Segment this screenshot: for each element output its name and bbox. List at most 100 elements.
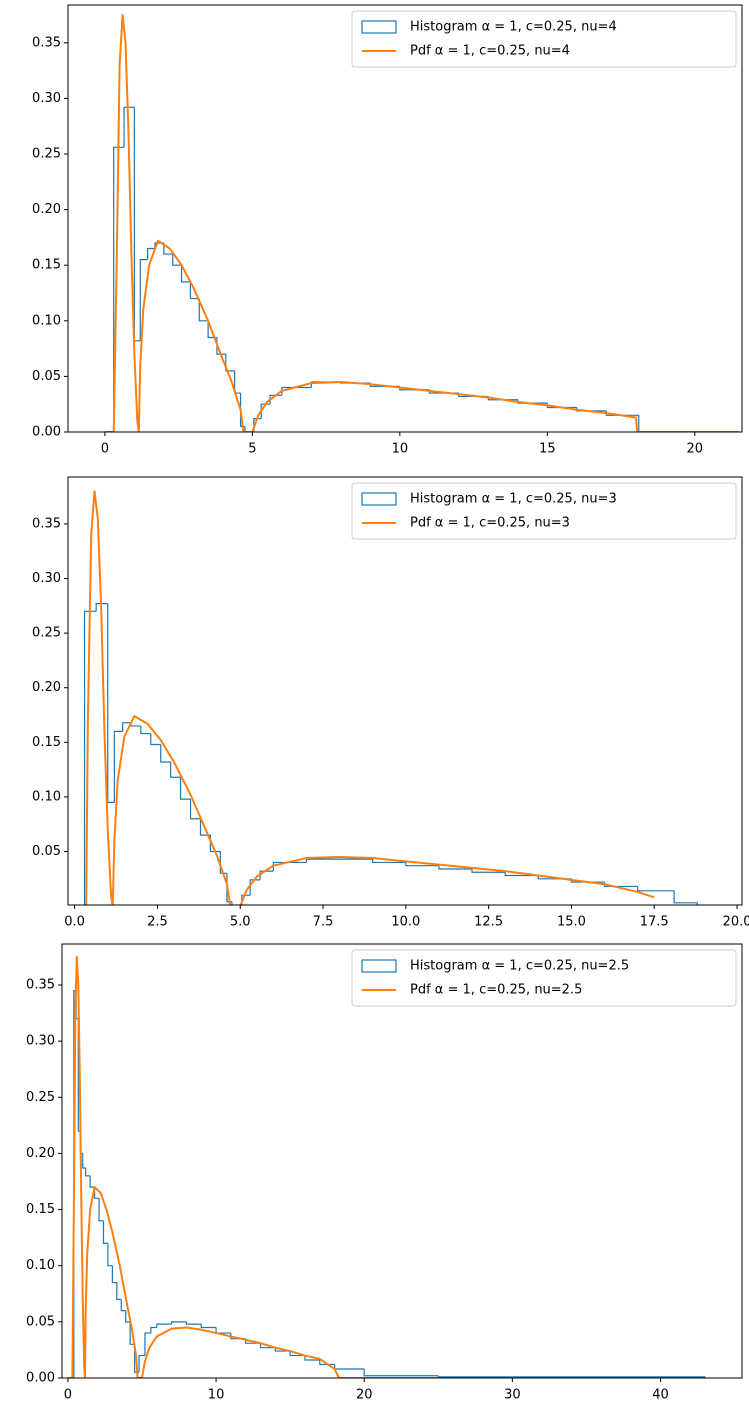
histogram-bin	[471, 868, 506, 873]
x-tick-label: 15.0	[557, 915, 586, 930]
legend: Histogram α = 1, c=0.25, nu=3 Pdf α = 1, …	[351, 482, 737, 540]
histogram-bin	[244, 426, 254, 432]
plot-area	[83, 490, 698, 905]
histogram-bin	[637, 886, 675, 892]
histogram-bin	[200, 1324, 217, 1329]
histogram-bin	[147, 247, 156, 260]
histogram-bin	[274, 1347, 291, 1352]
x-tick-label: 7.5	[313, 915, 334, 930]
y-tick-label: 0.10	[32, 789, 61, 804]
legend-label: Pdf α = 1, c=0.25, nu=4	[410, 44, 570, 59]
legend-swatch	[361, 959, 397, 973]
x-tick-label: 5	[248, 442, 256, 457]
y-tick-label: 0.00	[26, 1371, 55, 1386]
histogram-bin	[138, 1354, 145, 1373]
histogram-bin	[111, 1265, 117, 1284]
x-tick-label: 15	[539, 442, 556, 457]
y-tick-label: 0.30	[32, 91, 61, 106]
histogram-bin	[85, 1168, 91, 1177]
histogram-bin	[113, 146, 125, 432]
x-tick-label: 30	[504, 1388, 521, 1403]
y-tick-label: 0.25	[26, 1090, 55, 1105]
legend-label: Histogram α = 1, c=0.25, nu=2.5	[410, 959, 629, 974]
histogram-bin	[405, 862, 439, 867]
histogram-bin	[198, 298, 209, 322]
histogram-bin	[150, 1326, 157, 1334]
x-tick-label: 10.0	[391, 915, 420, 930]
legend: Histogram α = 1, c=0.25, nu=2.5 Pdf α = 1…	[351, 949, 737, 1007]
histogram-bin	[129, 1321, 135, 1345]
histogram-bin	[215, 1327, 231, 1334]
y-tick-label: 0.20	[32, 680, 61, 695]
y-tick-label: 0.35	[32, 516, 61, 531]
y-tick-label: 0.25	[32, 147, 61, 162]
y-tick-label: 0.30	[26, 1034, 55, 1049]
y-tick-label: 0.10	[26, 1258, 55, 1273]
y-tick-label: 0.05	[32, 369, 61, 384]
pdf-line	[67, 955, 439, 1378]
x-tick-label: 12.5	[474, 915, 503, 930]
histogram-bin	[372, 859, 406, 864]
histogram-bin	[673, 890, 698, 905]
histogram-bin	[225, 354, 235, 372]
histogram-bin	[116, 1282, 122, 1300]
x-tick-label: 0.0	[64, 915, 85, 930]
histogram-bin	[125, 1310, 131, 1323]
legend-box	[351, 949, 737, 1007]
histogram-bin	[144, 1332, 151, 1356]
x-tick-label: 20	[356, 1388, 373, 1403]
x-tick-label: 10	[392, 442, 409, 457]
y-tick-label: 0.30	[32, 571, 61, 586]
pdf-line	[104, 14, 740, 432]
y-tick-label: 0.20	[32, 202, 61, 217]
histogram-bin	[517, 399, 548, 404]
histogram-bin	[180, 265, 191, 283]
histogram-bin	[107, 603, 115, 803]
y-tick-label: 0.20	[26, 1146, 55, 1161]
histogram-bin	[82, 1153, 86, 1169]
histogram-bin	[95, 603, 108, 612]
y-tick-label: 0.05	[32, 844, 61, 859]
histogram-bin	[269, 394, 282, 405]
histogram-bin	[120, 1299, 126, 1312]
x-tick-label: 2.5	[147, 915, 168, 930]
plot-area	[67, 955, 706, 1378]
x-tick-label: 20	[687, 442, 704, 457]
histogram-bin	[259, 870, 274, 880]
y-tick-label: 0.15	[32, 258, 61, 273]
y-tick-label: 0.05	[26, 1314, 55, 1329]
x-tick-label: 10	[208, 1388, 225, 1403]
legend-swatch	[361, 492, 397, 506]
y-tick-label: 0.10	[32, 313, 61, 328]
legend-swatch	[361, 20, 397, 34]
histogram-bin	[438, 865, 473, 870]
histogram-bin	[163, 242, 173, 255]
legend-label: Histogram α = 1, c=0.25, nu=3	[410, 492, 617, 507]
histogram-bin	[139, 259, 148, 341]
histogram-bin	[234, 370, 241, 394]
histogram-bin	[113, 730, 123, 803]
histogram-bin	[281, 386, 312, 396]
y-tick-label: 0.25	[32, 626, 61, 641]
histogram-bin	[504, 872, 539, 877]
histogram-bin	[160, 744, 171, 763]
plot-area	[104, 14, 740, 432]
y-tick-label: 0.15	[26, 1202, 55, 1217]
histogram-bin	[304, 1355, 320, 1361]
histogram-bin	[289, 1351, 305, 1357]
axes-frame	[67, 4, 743, 433]
legend-label: Histogram α = 1, c=0.25, nu=4	[410, 20, 617, 35]
histogram-bin	[123, 106, 135, 148]
histogram-bin	[185, 1321, 202, 1325]
histogram-bin	[122, 722, 131, 732]
histogram-bin	[363, 1369, 439, 1377]
histogram-bin	[333, 1364, 365, 1370]
histogram-bin	[150, 733, 161, 746]
histogram-bin	[272, 861, 307, 872]
histogram-bin	[437, 1375, 513, 1378]
subplot: 0 10 20 30 40 0.00 0.05 0.10 0.15 0.20 0.25 0.30 0.3…	[26, 943, 743, 1403]
legend-box	[351, 482, 737, 540]
histogram-bin	[89, 1175, 95, 1188]
y-tick-label: 0.35	[32, 35, 61, 50]
